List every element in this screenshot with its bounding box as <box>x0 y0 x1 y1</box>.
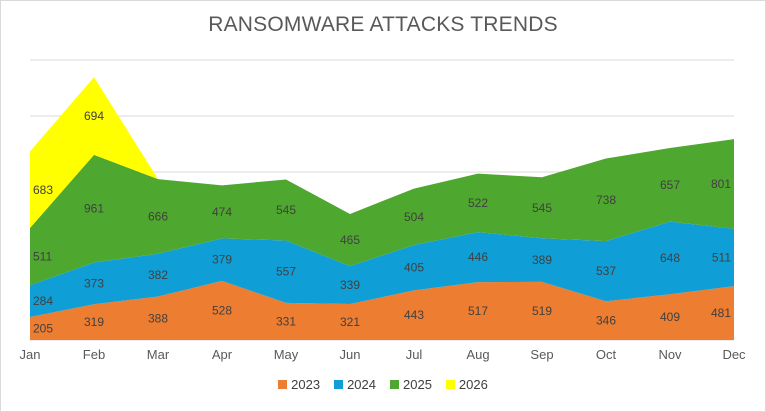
legend-label: 2026 <box>459 377 488 392</box>
data-label: 657 <box>660 178 680 192</box>
data-label: 331 <box>276 314 296 328</box>
legend-swatch <box>390 380 399 389</box>
data-label: 511 <box>33 250 52 264</box>
data-label: 389 <box>532 253 552 267</box>
data-label: 284 <box>33 294 53 308</box>
x-tick-label: Feb <box>83 347 105 362</box>
data-label: 738 <box>596 193 616 207</box>
data-label: 346 <box>596 314 616 328</box>
data-label: 557 <box>276 265 296 279</box>
data-label: 694 <box>84 109 104 123</box>
x-tick-label: Jul <box>406 347 423 362</box>
x-tick-label: Jun <box>340 347 361 362</box>
data-label: 321 <box>340 315 360 329</box>
chart-legend: 2023 2024 2025 2026 <box>0 377 766 392</box>
data-label: 511 <box>712 251 731 265</box>
data-label: 474 <box>212 205 232 219</box>
data-label: 683 <box>33 183 53 197</box>
legend-swatch <box>334 380 343 389</box>
data-label: 379 <box>212 253 232 267</box>
x-tick-label: May <box>274 347 299 362</box>
data-label: 545 <box>276 203 296 217</box>
legend-swatch <box>278 380 287 389</box>
x-tick-label: Apr <box>212 347 233 362</box>
data-label: 405 <box>404 261 424 275</box>
data-label: 443 <box>404 308 424 322</box>
data-label: 382 <box>148 268 168 282</box>
legend-entry-2023: 2023 <box>278 377 320 392</box>
x-tick-label: Nov <box>658 347 682 362</box>
data-label: 409 <box>660 310 680 324</box>
data-label: 504 <box>404 210 424 224</box>
data-label: 205 <box>33 322 53 336</box>
data-label: 522 <box>468 196 488 210</box>
data-label: 481 <box>711 306 731 320</box>
data-label: 465 <box>340 233 360 247</box>
data-label: 801 <box>711 177 731 191</box>
data-label: 519 <box>532 304 552 318</box>
legend-label: 2025 <box>403 377 432 392</box>
data-label: 961 <box>84 202 104 216</box>
data-label: 373 <box>84 276 104 290</box>
x-tick-label: Aug <box>466 347 489 362</box>
legend-entry-2026: 2026 <box>446 377 488 392</box>
x-tick-label: Jan <box>20 347 41 362</box>
x-tick-label: Oct <box>596 347 617 362</box>
x-tick-label: Dec <box>722 347 746 362</box>
legend-swatch <box>446 380 455 389</box>
x-tick-label: Sep <box>530 347 553 362</box>
legend-entry-2024: 2024 <box>334 377 376 392</box>
legend-label: 2023 <box>291 377 320 392</box>
x-tick-label: Mar <box>147 347 170 362</box>
data-label: 528 <box>212 303 232 317</box>
data-label: 666 <box>148 209 168 223</box>
data-label: 517 <box>468 304 488 318</box>
data-label: 446 <box>468 250 488 264</box>
data-label: 339 <box>340 278 360 292</box>
data-label: 545 <box>532 201 552 215</box>
data-label: 537 <box>596 264 616 278</box>
legend-entry-2025: 2025 <box>390 377 432 392</box>
legend-label: 2024 <box>347 377 376 392</box>
data-label: 388 <box>148 311 168 325</box>
data-label: 648 <box>660 251 680 265</box>
data-label: 319 <box>84 315 104 329</box>
